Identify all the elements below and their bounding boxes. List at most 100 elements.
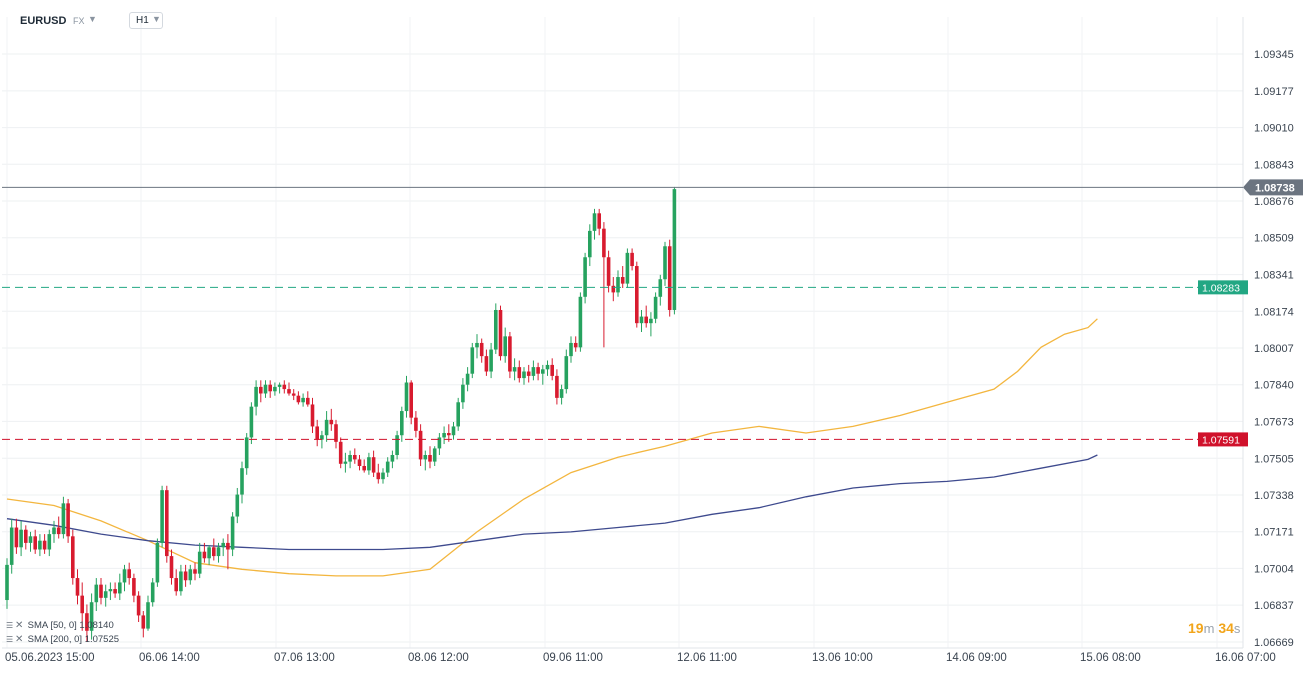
candle xyxy=(71,529,75,585)
candle xyxy=(315,419,319,447)
candle xyxy=(573,336,578,352)
candle xyxy=(89,593,94,640)
indicator-legend-sma50[interactable]: ☰ ✕ SMA [50, 0] 1.08140 xyxy=(6,620,114,631)
y-tick-label: 1.08341 xyxy=(1254,270,1294,282)
candle xyxy=(456,397,460,431)
candle xyxy=(663,241,667,286)
candle xyxy=(226,534,230,570)
candle xyxy=(569,336,573,363)
red-level-tag[interactable] xyxy=(1198,432,1248,447)
candle xyxy=(24,525,28,550)
candle xyxy=(475,334,479,359)
current-price-label: 1.08738 xyxy=(1255,182,1295,194)
symbol-selector[interactable]: EURUSD xyxy=(20,15,67,27)
candle xyxy=(376,463,381,484)
level-price-label: 1.07591 xyxy=(1202,434,1240,446)
menu-icon[interactable]: ☰ xyxy=(6,621,14,630)
candle xyxy=(259,380,263,403)
candle xyxy=(244,433,249,475)
candle xyxy=(357,455,362,471)
candle xyxy=(207,545,211,565)
candle xyxy=(385,457,390,477)
candle xyxy=(672,186,677,315)
candle xyxy=(418,424,423,466)
candle xyxy=(545,360,550,376)
y-tick-label: 1.07338 xyxy=(1254,490,1294,502)
timeframe-selector[interactable]: H1 ▼ xyxy=(129,12,163,29)
candle xyxy=(592,208,597,240)
chart-toolbar: EURUSD FX ▼ H1 ▼ xyxy=(0,0,400,40)
candle xyxy=(414,411,418,438)
y-tick-label: 1.07171 xyxy=(1254,527,1294,539)
indicator-legend-sma200[interactable]: ☰ ✕ SMA [200, 0] 1.07525 xyxy=(6,634,119,645)
candle xyxy=(555,369,559,405)
indicator-label: SMA [200, 0] xyxy=(27,634,83,645)
current-price-tag xyxy=(1243,179,1303,196)
candle xyxy=(541,364,545,385)
candle xyxy=(432,446,437,466)
candle xyxy=(371,450,376,477)
candle xyxy=(146,595,150,631)
candle-countdown: 19m 34s xyxy=(1188,620,1241,636)
candle xyxy=(268,380,272,398)
sma-200-line xyxy=(6,454,1098,551)
market-label[interactable]: FX xyxy=(73,16,85,26)
y-tick-label: 1.06837 xyxy=(1254,600,1294,612)
green-level-tag[interactable] xyxy=(1198,280,1248,295)
candle xyxy=(310,397,315,434)
candle xyxy=(66,498,70,543)
close-icon[interactable]: ✕ xyxy=(15,620,24,631)
candle xyxy=(99,578,103,605)
candle xyxy=(14,518,19,554)
candle xyxy=(362,459,366,473)
candle xyxy=(273,382,277,396)
candle xyxy=(52,520,56,543)
candle xyxy=(428,446,432,469)
candle xyxy=(249,402,254,445)
candle xyxy=(240,461,244,504)
y-tick-label: 1.07004 xyxy=(1254,563,1294,575)
candle xyxy=(33,529,37,554)
close-icon[interactable]: ✕ xyxy=(15,634,24,645)
candle xyxy=(451,422,456,440)
candle xyxy=(42,534,47,554)
level-price-label: 1.08283 xyxy=(1202,282,1240,294)
menu-icon[interactable]: ☰ xyxy=(6,635,14,644)
candle xyxy=(47,529,52,557)
candle xyxy=(437,433,442,456)
candle xyxy=(212,538,216,561)
candle xyxy=(183,564,188,587)
candle xyxy=(113,582,117,598)
candle xyxy=(221,538,225,557)
candle xyxy=(216,542,221,563)
candle xyxy=(583,252,587,304)
candle xyxy=(301,393,305,407)
candle xyxy=(122,564,127,592)
candle xyxy=(75,569,80,605)
candle xyxy=(531,360,536,381)
y-tick-label: 1.07673 xyxy=(1254,416,1294,428)
candle xyxy=(489,342,493,379)
timeframe-label: H1 xyxy=(136,15,149,26)
candle xyxy=(291,389,296,401)
candle xyxy=(442,426,446,445)
candle xyxy=(61,496,66,539)
candle xyxy=(447,424,451,442)
candle xyxy=(461,378,465,409)
x-tick-label: 15.06 08:00 xyxy=(1080,652,1141,664)
candle xyxy=(503,327,507,363)
x-tick-label: 09.06 11:00 xyxy=(543,652,603,664)
candle xyxy=(188,564,193,585)
candle xyxy=(409,380,413,425)
x-tick-label: 06.06 14:00 xyxy=(139,652,200,664)
candle xyxy=(348,450,352,469)
candle xyxy=(141,611,146,638)
indicator-value: 1.08140 xyxy=(79,620,114,631)
candle xyxy=(85,604,89,642)
candle xyxy=(353,448,357,464)
candle xyxy=(588,224,592,267)
chevron-down-icon[interactable]: ▼ xyxy=(88,14,97,24)
candle xyxy=(644,305,648,328)
candle xyxy=(508,331,512,379)
